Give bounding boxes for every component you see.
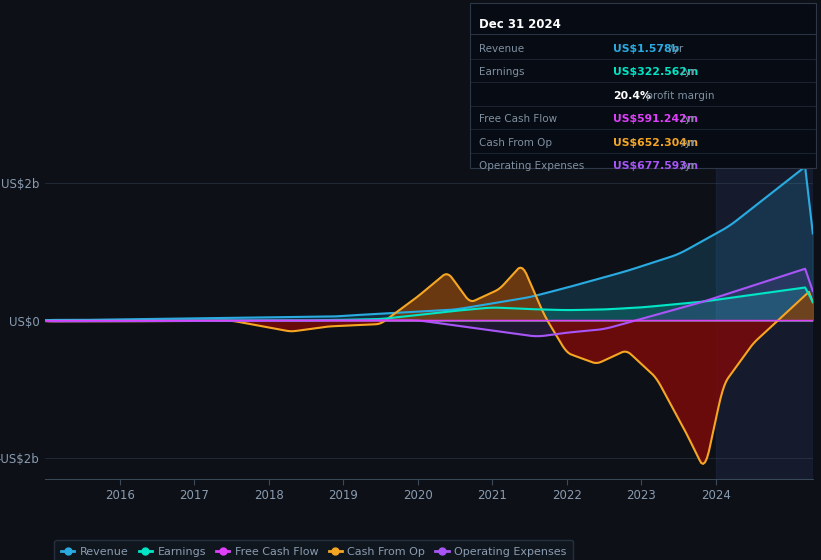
Text: US$1.578b: US$1.578b	[613, 44, 680, 54]
Text: /yr: /yr	[678, 114, 695, 124]
Legend: Revenue, Earnings, Free Cash Flow, Cash From Op, Operating Expenses: Revenue, Earnings, Free Cash Flow, Cash …	[54, 540, 573, 560]
Text: /yr: /yr	[678, 161, 695, 171]
Text: Revenue: Revenue	[479, 44, 525, 54]
Text: Earnings: Earnings	[479, 67, 525, 77]
Text: /yr: /yr	[667, 44, 684, 54]
Text: Operating Expenses: Operating Expenses	[479, 161, 585, 171]
Text: Free Cash Flow: Free Cash Flow	[479, 114, 557, 124]
Text: US$652.304m: US$652.304m	[613, 138, 699, 148]
Text: /yr: /yr	[678, 67, 695, 77]
Text: Cash From Op: Cash From Op	[479, 138, 553, 148]
Text: US$591.242m: US$591.242m	[613, 114, 699, 124]
Text: Dec 31 2024: Dec 31 2024	[479, 17, 562, 31]
Text: 20.4%: 20.4%	[613, 91, 651, 101]
Text: US$322.562m: US$322.562m	[613, 67, 699, 77]
Text: US$677.593m: US$677.593m	[613, 161, 699, 171]
Bar	[716, 162, 813, 479]
Text: profit margin: profit margin	[643, 91, 714, 101]
Text: /yr: /yr	[678, 138, 695, 148]
